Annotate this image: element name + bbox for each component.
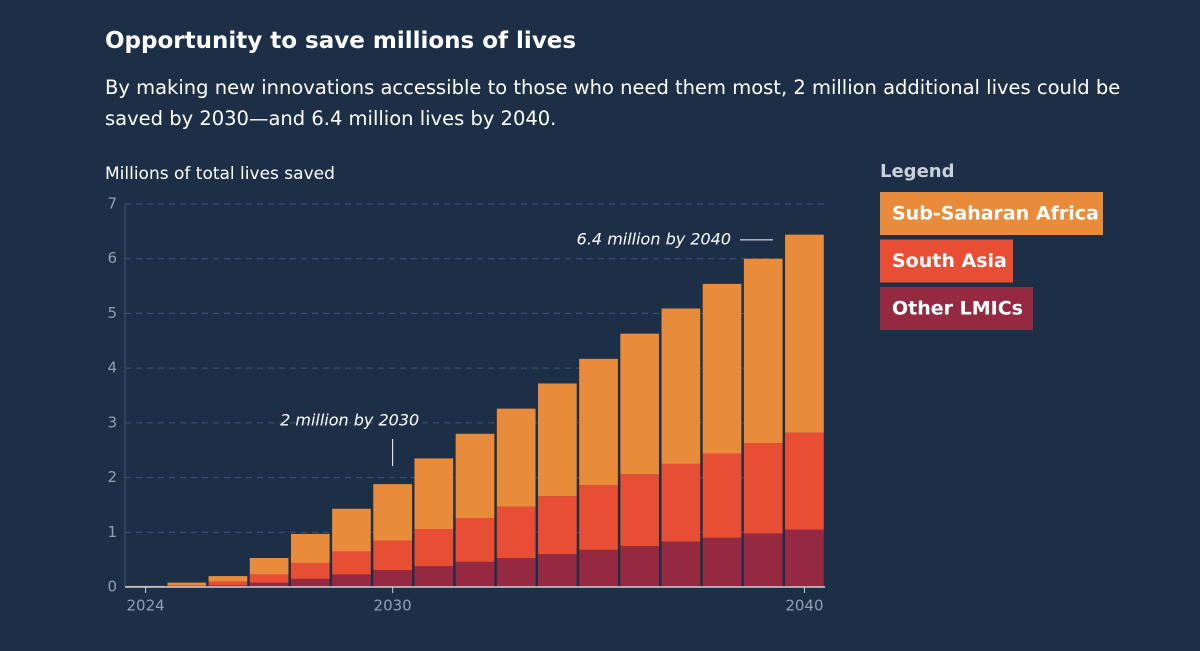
bar-segment: [579, 549, 618, 587]
bar-segment: [414, 529, 454, 567]
y-tick-label: 4: [107, 359, 117, 377]
bar-segment: [661, 463, 701, 542]
bar-segment: [208, 581, 248, 586]
bar-segment: [167, 582, 207, 586]
x-tick-label: 2024: [126, 597, 164, 615]
y-tick-label: 3: [107, 413, 117, 431]
bar-segment: [126, 585, 165, 587]
bar-segment: [208, 585, 248, 587]
legend-swatch: [880, 239, 1013, 283]
bar-segment: [785, 529, 824, 587]
y-tick-label: 7: [107, 195, 117, 213]
legend-swatch: [880, 287, 1033, 330]
bar-segment: [702, 537, 742, 587]
y-tick-label: 5: [107, 304, 117, 322]
y-tick-label: 2: [107, 468, 117, 486]
legend-label: South Asia: [892, 250, 1007, 272]
bar-segment: [496, 506, 536, 559]
bar-segment: [579, 358, 618, 486]
bar-segment: [414, 566, 454, 587]
bar-segment: [579, 485, 618, 550]
bar-segment: [620, 333, 660, 475]
bar-segment: [373, 484, 412, 541]
bar-segment: [414, 458, 454, 530]
x-tick-label: 2030: [374, 597, 412, 615]
bar-segment: [455, 561, 495, 587]
legend-title: Legend: [880, 161, 954, 182]
bar-segment: [538, 383, 577, 497]
chart-subtitle: By making new innovations accessible to …: [105, 76, 1121, 130]
bar-segment: [620, 474, 660, 546]
bar-segment: [332, 551, 371, 575]
bar-segment: [496, 408, 536, 507]
legend-swatch: [880, 192, 1103, 235]
bar-segment: [249, 558, 289, 575]
legend-label: Sub-Saharan Africa: [892, 203, 1099, 225]
bar-segment: [538, 554, 577, 587]
y-tick-label: 6: [107, 249, 117, 267]
x-tick-label: 2040: [785, 597, 823, 615]
bar-segment: [661, 308, 701, 464]
bar-segment: [208, 576, 248, 582]
bar-segment: [785, 432, 824, 530]
bar-segment: [332, 574, 371, 587]
bar-segment: [290, 533, 330, 563]
bar-segment: [249, 574, 289, 583]
bar-segment: [249, 582, 289, 587]
bar-segment: [332, 508, 371, 552]
bar-segment: [455, 518, 495, 562]
y-tick-label: 0: [107, 578, 117, 596]
bar-segment: [785, 234, 824, 433]
bar-segment: [167, 585, 207, 587]
bar-segment: [620, 545, 660, 587]
y-tick-label: 1: [107, 523, 117, 541]
annotation: 2 million by 2030: [280, 411, 419, 430]
bar-segment: [455, 433, 495, 519]
bar-segment: [373, 540, 412, 571]
annotation: 6.4 million by 2040: [577, 229, 731, 248]
legend-label: Other LMICs: [892, 298, 1023, 320]
bar-segment: [496, 558, 536, 587]
bar-segment: [661, 541, 701, 587]
y-axis-label: Millions of total lives saved: [105, 164, 335, 184]
bar-segment: [290, 578, 330, 587]
bar-segment: [538, 496, 577, 555]
bar-segment: [743, 443, 783, 534]
bar-segment: [702, 453, 742, 538]
bar-segment: [743, 533, 783, 587]
bar-segment: [373, 570, 412, 587]
chart-title: Opportunity to save millions of lives: [105, 28, 577, 54]
bar-segment: [290, 562, 330, 579]
bar-segment: [743, 258, 783, 444]
bar-segment: [702, 283, 742, 454]
